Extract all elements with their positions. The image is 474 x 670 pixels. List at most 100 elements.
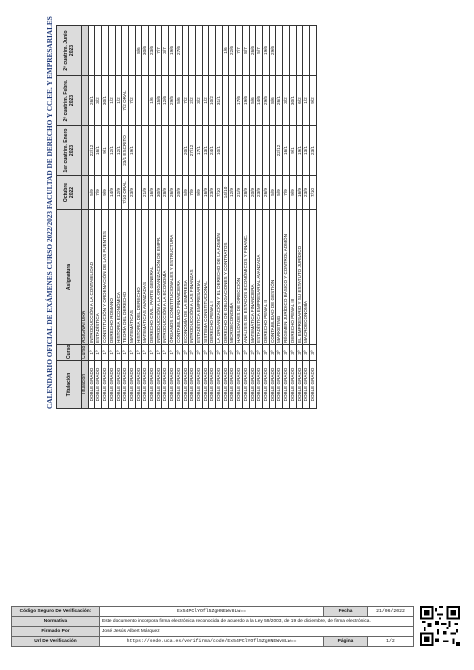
cell-octubre: 26/9 [262, 175, 270, 210]
cell-octubre: 21/9 [235, 175, 243, 210]
firmado-value: José Jesús Albert Márquez [99, 626, 414, 637]
cell-enero: 20/1 [182, 125, 189, 176]
cell-octubre: 5/9 [182, 175, 189, 210]
cell-titulacion: DOBLE GRADO [88, 360, 95, 409]
cell-enero: 24/1 [208, 125, 216, 176]
table-row: DOBLE GRADO 3º CONTABILIDAD DE GESTIÓN 5/9 8… [269, 25, 276, 409]
table-row: DOBLE GRADO 2º LA ORGANIZACIÓN Y EL DERECH… [215, 25, 223, 409]
table-row: DOBLE GRADO 2º INTRODUCCIÓN A LAS FINANZAS… [188, 25, 196, 409]
cell-asignatura: ECONOMÍA DE LA EMPRESA [182, 209, 189, 345]
cell-titulacion: DOBLE GRADO [302, 360, 310, 409]
table-header-row: Titulación Curso Asignatura Octubre 2022… [56, 25, 82, 409]
cell-febrero: 5/6 [175, 75, 183, 126]
url-link[interactable]: https://sede.uca.es/verifirma/code/Ex54P… [99, 636, 324, 647]
cell-enero: 16/1 [282, 125, 290, 176]
cell-junio [115, 25, 122, 76]
code-label: Código Seguro De Verificación: [11, 606, 100, 617]
cell-curso: 1º [141, 344, 149, 361]
cell-junio [101, 25, 109, 76]
cell-asignatura: CONSTITUCIÓN Y ORDENACIÓN DE LAS FUENTES [101, 209, 109, 345]
cell-junio [282, 25, 290, 76]
cell-octubre: 23/9 [128, 175, 136, 210]
cell-curso: 1º [135, 344, 142, 361]
cell-febrero: 14/6 [255, 75, 263, 126]
cell-octubre: 23/9 [208, 175, 216, 210]
cell-octubre: 5/9 [275, 175, 283, 210]
cell-curso: 2º [255, 344, 263, 361]
cell-febrero: 3/2 [282, 75, 290, 126]
cell-curso: 1º [128, 344, 136, 361]
table-row: DOBLE GRADO 1º ESTADÍSTICA 7/9 16/1 3/2 [94, 25, 102, 409]
cell-junio [88, 25, 95, 76]
cell-octubre: 12/9 [115, 175, 122, 210]
cell-titulacion: DOBLE GRADO [108, 360, 116, 409]
cell-asignatura [309, 209, 317, 345]
cell-enero: 12/1 [115, 125, 122, 176]
table-row: DOBLE GRADO 3º MACROECONOMÍA 23/9 13/1 1/2 [302, 25, 310, 409]
cell-titulacion: DOBLE GRADO [101, 360, 109, 409]
cell-junio: 3/7 [161, 25, 169, 76]
cell-febrero: 7/2 [128, 75, 136, 126]
cell-junio [289, 25, 296, 76]
cell-febrero [135, 75, 142, 126]
code-value: Ex54PClYOfl5ZgHNEWv8Lw== [99, 606, 324, 617]
cell-febrero [222, 75, 229, 126]
cell-enero: 19/1 [128, 125, 136, 176]
cell-junio: 19/6 [262, 25, 270, 76]
cell-enero [222, 125, 229, 176]
cell-febrero: 1/2 [202, 75, 209, 126]
table-row: DOBLE GRADO 3º DERECHO PENAL II 26/9 29/5 19/… [262, 25, 270, 409]
table-row: DOBLE GRADO 1º INTRODUCCIÓN A LA ECONOMÍA 2… [161, 25, 169, 409]
cell-junio [108, 25, 116, 76]
cell-octubre: 9/9 [195, 175, 203, 210]
cell-enero: 23/1 ESCRITO [121, 125, 129, 176]
table-row: DOBLE GRADO 2º ECONOMÍA DE LA EMPRESA 5/9 20… [182, 25, 189, 409]
cell-junio: 26/6 [249, 25, 256, 76]
table-row: DOBLE GRADO 1º HISTORIA ECONÓMICA 12/9 12/1 1… [115, 25, 122, 409]
cell-curso: 1º [88, 344, 95, 361]
cell-enero [168, 125, 176, 176]
cell-curso: 2º [235, 344, 243, 361]
cell-curso: 2º [215, 344, 223, 361]
col-enero: 1er cuatrim. Enero 2023 [56, 125, 82, 176]
cell-junio: 8/7 [242, 25, 250, 76]
cell-octubre: 23/9 [302, 175, 310, 210]
cell-octubre: 23/9 [255, 175, 263, 210]
cell-junio: 29/6 [269, 25, 276, 76]
table-row: DOBLE GRADO 3º MARKETING 5/9 22/12 26/1 [275, 25, 283, 409]
cell-enero [135, 125, 142, 176]
table-row: DOBLE GRADO 2º DERECHO PENAL I 23/9 24/1 10/2 [208, 25, 216, 409]
cell-junio [215, 25, 223, 76]
cell-febrero: 29/5 [262, 75, 270, 126]
table-row: DOBLE GRADO 1º ÓRGANOS CONSTITUCIONALES Y … [168, 25, 176, 409]
cell-enero [161, 125, 169, 176]
cell-junio [296, 25, 303, 76]
cell-titulacion: DOBLE GRADO [249, 360, 256, 409]
table-row: DOBLE GRADO 2º MICROECONOMÍA 12/9 22/6 [228, 25, 236, 409]
cell-asignatura: ESTADÍSTICA [94, 209, 102, 345]
cell-enero: 16/1 [94, 125, 102, 176]
table-row: DOBLE GRADO 3º 7/10 23/1 9/2 [309, 25, 317, 409]
cell-octubre: 14/10 [222, 175, 229, 210]
cell-titulacion: DOBLE GRADO [195, 360, 203, 409]
cell-titulacion: DOBLE GRADO [296, 360, 303, 409]
table-row: DOBLE GRADO 1º INTRODUCCIÓN A LA CONTABILI… [88, 25, 95, 409]
cell-febrero: 1/2 [302, 75, 310, 126]
cell-febrero: 30/1 [289, 75, 296, 126]
cell-junio: 7/7 [235, 25, 243, 76]
cell-febrero: 10/2 [208, 75, 216, 126]
cell-asignatura: DERECHO PENAL II [262, 209, 270, 345]
cell-febrero: 15/6 [155, 75, 162, 126]
cell-titulacion: DOBLE GRADO [141, 360, 149, 409]
table-row: DOBLE GRADO 2º MATEMÁTICA FINANCIERA 20/9 5/… [249, 25, 256, 409]
cell-titulacion: DOBLE GRADO [121, 360, 129, 409]
cell-curso: 3º [262, 344, 270, 361]
sub-asignatura: ASIGNATURA [81, 209, 89, 345]
cell-octubre: 9/9 [101, 175, 109, 210]
cell-junio: 8/6 [135, 25, 142, 76]
cell-asignatura: INTRODUCCIÓN A LA ORGANIZACIÓN DE EMPR. [155, 209, 162, 345]
calendar-title: CALENDARIO OFICIAL DE EXÁMENES CURSO 202… [45, 16, 54, 409]
cell-asignatura: ANÁLISIS DE ESTADOS ECONÓMICOS Y FINANC. [242, 209, 250, 345]
exam-calendar-table: Titulación Curso Asignatura Octubre 2022… [56, 25, 317, 409]
pagina-value: 1/2 [367, 636, 414, 647]
